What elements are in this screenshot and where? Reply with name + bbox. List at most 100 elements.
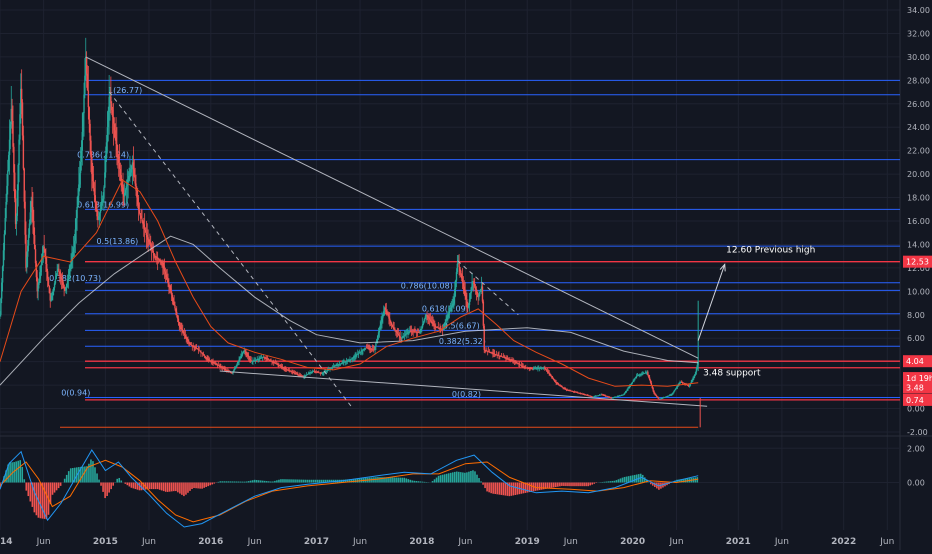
macd-histogram-bar [557, 483, 559, 487]
macd-histogram-bar [577, 483, 579, 487]
macd-histogram-bar [581, 483, 583, 487]
macd-histogram-bar [509, 483, 511, 497]
macd-histogram-bar [23, 479, 25, 482]
x-tick-label: 2016 [198, 537, 223, 547]
macd-histogram-bar [323, 480, 325, 483]
macd-histogram-bar [104, 483, 106, 499]
macd-histogram-bar [167, 483, 169, 492]
macd-histogram-bar [606, 482, 608, 483]
macd-histogram-bar [159, 483, 161, 490]
macd-histogram-bar [579, 483, 581, 487]
x-tick-label: Jun [879, 537, 894, 547]
macd-histogram-bar [226, 481, 228, 482]
macd-histogram-bar [484, 483, 486, 489]
y-tick-label: 10.00 [907, 287, 930, 296]
macd-histogram-bar [292, 479, 294, 482]
macd-histogram-bar [296, 480, 298, 483]
macd-histogram-bar [175, 483, 177, 492]
macd-histogram-bar [464, 473, 466, 483]
macd-histogram-bar [496, 483, 498, 495]
macd-histogram-bar [432, 481, 434, 482]
macd-histogram-bar [52, 483, 54, 495]
price-badge-label: 12.53 [906, 258, 929, 267]
macd-histogram-bar [420, 481, 422, 482]
macd-histogram-bar [260, 480, 262, 482]
macd-histogram-bar [282, 479, 284, 482]
macd-histogram-bar [523, 483, 525, 494]
macd-y-tick-label: 2.00 [907, 444, 925, 453]
macd-histogram-bar [161, 483, 163, 491]
macd-histogram-bar [377, 477, 379, 482]
macd-histogram-bar [436, 478, 438, 483]
macd-histogram-bar [620, 478, 622, 482]
candle-body [153, 251, 154, 253]
macd-histogram-bar [403, 478, 405, 483]
macd-histogram-bar [177, 483, 179, 493]
macd-histogram-bar [456, 472, 458, 483]
macd-histogram-bar [112, 483, 114, 486]
y-tick-label: 22.00 [907, 147, 930, 156]
fib-level-label: 0.786(10.08) [401, 281, 453, 290]
candle-body [647, 372, 648, 375]
x-tick-label: Jun [352, 537, 367, 547]
price-badge-label: 4.04 [906, 357, 924, 366]
candle-body [55, 279, 56, 283]
macd-histogram-bar [593, 483, 595, 484]
macd-histogram-bar [306, 480, 308, 483]
macd-histogram-bar [569, 483, 571, 487]
macd-histogram-bar [165, 483, 167, 492]
macd-histogram-bar [92, 461, 94, 482]
macd-histogram-bar [183, 483, 185, 497]
y-tick-label: 20.00 [907, 170, 930, 179]
fib-level-label: 0.786(21.24) [77, 151, 129, 160]
macd-histogram-bar [397, 478, 399, 483]
macd-histogram-bar [17, 461, 19, 483]
fib-level-label: 0.382(5.32) [439, 337, 486, 346]
y-tick-label: 18.00 [907, 194, 930, 203]
candle-body [482, 286, 483, 301]
macd-histogram-bar [193, 483, 195, 489]
macd-histogram-bar [391, 477, 393, 482]
macd-histogram-bar [191, 483, 193, 490]
fib-level-label: 0.618(8.09) [422, 305, 469, 314]
macd-histogram-bar [220, 481, 222, 482]
candle-body [399, 336, 400, 337]
macd-histogram-bar [242, 482, 244, 483]
macd-histogram-bar [462, 472, 464, 482]
macd-histogram-bar [317, 480, 319, 483]
candle-body [12, 121, 13, 147]
macd-histogram-bar [589, 483, 591, 486]
macd-histogram-bar [106, 483, 108, 496]
y-tick-label: 14.00 [907, 240, 930, 249]
macd-histogram-bar [480, 481, 482, 482]
fib-level-label: 0.5(13.86) [96, 237, 138, 246]
candle-body [178, 319, 179, 322]
macd-histogram-bar [393, 477, 395, 482]
macd-histogram-bar [488, 483, 490, 493]
y-tick-label: 28.00 [907, 76, 930, 85]
candle-body [139, 210, 140, 213]
macd-histogram-bar [515, 483, 517, 496]
macd-histogram-bar [230, 481, 232, 482]
macd-histogram-bar [321, 480, 323, 483]
candle-body [88, 90, 89, 107]
candle-body [76, 207, 77, 218]
macd-histogram-bar [300, 480, 302, 483]
x-tick-label: 2021 [726, 537, 751, 547]
x-tick-label: Jun [774, 537, 789, 547]
x-tick-label: Jun [247, 537, 262, 547]
macd-histogram-bar [466, 472, 468, 482]
macd-histogram-bar [624, 477, 626, 483]
candle-body [7, 170, 8, 185]
macd-histogram-bar [149, 483, 151, 490]
y-tick-label: 6.00 [907, 334, 925, 343]
macd-histogram-bar [553, 483, 555, 488]
y-tick-label: 24.00 [907, 123, 930, 132]
macd-histogram-bar [511, 483, 513, 496]
macd-histogram-bar [500, 483, 502, 495]
macd-histogram-bar [120, 481, 122, 483]
candle-body [58, 269, 59, 272]
